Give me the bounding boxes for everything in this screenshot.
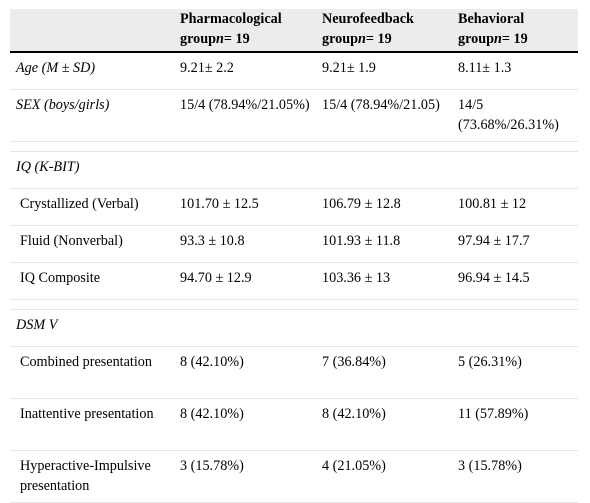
header-empty-cell [10,9,174,53]
cell-pharmacological: 101.70 ± 12.5 [174,188,316,226]
table-row: Hyperactive-Impulsive presentation 3 (15… [10,450,578,503]
cell-pharmacological: 94.70 ± 12.9 [174,262,316,300]
cell-pharmacological: 3 (15.78%) [174,450,316,503]
table-row: Combined presentation 8 (42.10%) 7 (36.8… [10,346,578,399]
cell-neurofeedback: 106.79 ± 12.8 [316,188,452,226]
table-row: Inattentive presentation 8 (42.10%) 8 (4… [10,398,578,451]
cell-neurofeedback: 15/4 (78.94%/21.05) [316,89,452,142]
cell-behavioral: 100.81 ± 12 [452,188,578,226]
row-label: IQ Composite [10,262,174,300]
cell-neurofeedback: 8 (42.10%) [316,398,452,451]
cell-behavioral: 97.94 ± 17.7 [452,225,578,263]
spacer-row [10,141,578,152]
cell-neurofeedback: 103.36 ± 13 [316,262,452,300]
section-label-iq: IQ (K-BIT) [10,151,578,189]
row-label: Fluid (Nonverbal) [10,225,174,263]
cell-pharmacological: 8 (42.10%) [174,346,316,399]
section-row: IQ (K-BIT) [10,151,578,189]
table-row: IQ Composite 94.70 ± 12.9 103.36 ± 13 96… [10,262,578,300]
cell-behavioral: 11 (57.89%) [452,398,578,451]
header-neurofeedback: Neurofeedback groupn= 19 [316,9,452,53]
header-behavioral: Behavioral groupn= 19 [452,9,578,53]
cell-pharmacological: 15/4 (78.94%/21.05%) [174,89,316,142]
cell-pharmacological: 9.21± 2.2 [174,52,316,90]
row-label: Crystallized (Verbal) [10,188,174,226]
table-row: Fluid (Nonverbal) 93.3 ± 10.8 101.93 ± 1… [10,225,578,263]
cell-neurofeedback: 101.93 ± 11.8 [316,225,452,263]
cell-neurofeedback: 4 (21.05%) [316,450,452,503]
table-row: Crystallized (Verbal) 101.70 ± 12.5 106.… [10,188,578,226]
section-row: DSM V [10,309,578,347]
table-row: Age (M ± SD) 9.21± 2.2 9.21± 1.9 8.11± 1… [10,52,578,90]
table-row: SEX (boys/girls) 15/4 (78.94%/21.05%) 15… [10,89,578,142]
section-label-dsm: DSM V [10,309,578,347]
cell-behavioral: 5 (26.31%) [452,346,578,399]
table-header-row: Pharmacological groupn= 19 Neurofeedback… [10,9,578,53]
cell-pharmacological: 93.3 ± 10.8 [174,225,316,263]
row-label: Combined presentation [10,346,174,399]
cell-neurofeedback: 9.21± 1.9 [316,52,452,90]
header-pharmacological: Pharmacological groupn= 19 [174,9,316,53]
row-label: Inattentive presentation [10,398,174,451]
row-label: SEX (boys/girls) [10,89,174,142]
demographics-table: Pharmacological groupn= 19 Neurofeedback… [10,9,578,503]
row-label: Hyperactive-Impulsive presentation [10,450,174,503]
cell-pharmacological: 8 (42.10%) [174,398,316,451]
cell-behavioral: 96.94 ± 14.5 [452,262,578,300]
row-label: Age (M ± SD) [10,52,174,90]
cell-behavioral: 14/5 (73.68%/26.31%) [452,89,578,142]
cell-behavioral: 3 (15.78%) [452,450,578,503]
spacer-row [10,299,578,310]
cell-neurofeedback: 7 (36.84%) [316,346,452,399]
cell-behavioral: 8.11± 1.3 [452,52,578,90]
